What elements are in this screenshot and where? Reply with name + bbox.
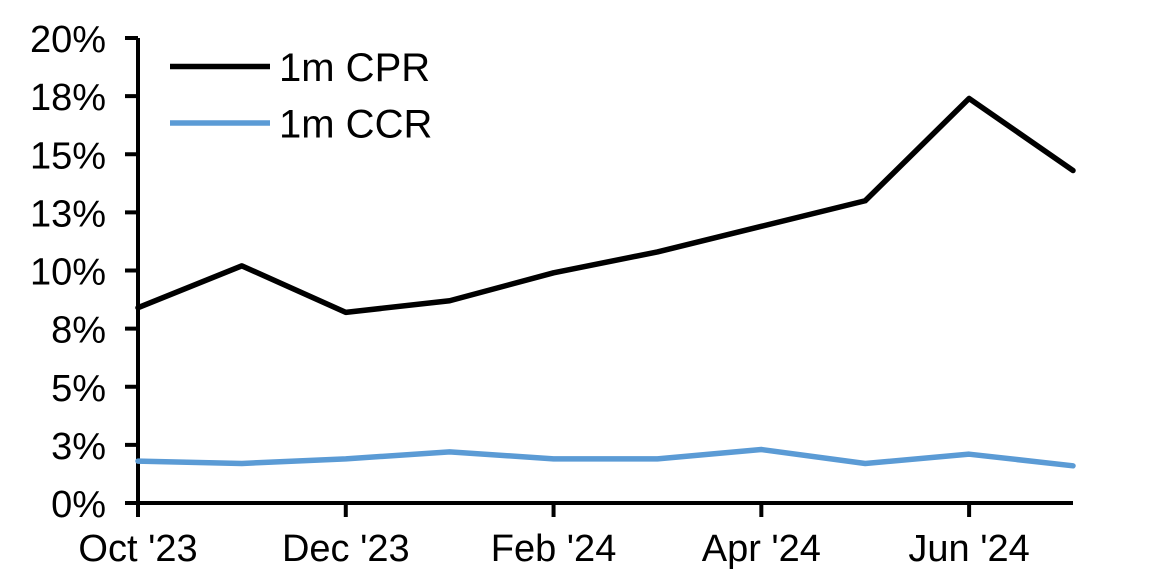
legend-label-cpr: 1m CPR [279, 46, 430, 90]
y-tick-label: 10% [30, 252, 106, 294]
y-tick-label: 20% [30, 19, 106, 61]
y-tick-label: 18% [30, 77, 106, 119]
y-tick-label: 0% [51, 484, 106, 526]
x-tick-label: Feb '24 [491, 528, 617, 570]
legend-label-ccr: 1m CCR [279, 103, 432, 147]
y-tick-label: 3% [51, 426, 106, 468]
x-axis-ticks: Oct '23 Dec '23 Feb '24 Apr '24 Jun '24 [78, 503, 1030, 570]
y-tick-label: 15% [30, 135, 106, 177]
series-line-1m-cpr [135, 95, 1076, 316]
y-axis-ticks: 0% 3% 5% 8% 10% 13% 15% 18% 20% [30, 19, 138, 526]
x-tick-label: Jun '24 [908, 528, 1029, 570]
y-tick-label: 13% [30, 193, 106, 235]
x-tick-label: Oct '23 [78, 528, 197, 570]
x-tick-label: Apr '24 [702, 528, 821, 570]
y-tick-label: 8% [51, 310, 106, 352]
data-series [135, 95, 1076, 469]
x-tick-label: Dec '23 [282, 528, 410, 570]
series-line-1m-ccr [135, 446, 1076, 469]
chart-legend: 1m CPR 1m CCR [170, 46, 432, 147]
y-tick-label: 5% [51, 368, 106, 410]
